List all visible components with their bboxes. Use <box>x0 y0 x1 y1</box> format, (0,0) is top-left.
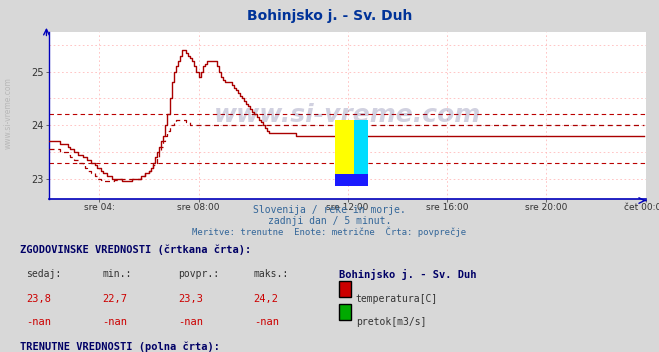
Text: www.si-vreme.com: www.si-vreme.com <box>214 103 481 127</box>
Text: -nan: -nan <box>178 317 203 327</box>
Text: Meritve: trenutne  Enote: metrične  Črta: povprečje: Meritve: trenutne Enote: metrične Črta: … <box>192 227 467 237</box>
Text: Bohinjsko j. - Sv. Duh: Bohinjsko j. - Sv. Duh <box>247 9 412 23</box>
Text: 23,3: 23,3 <box>178 294 203 304</box>
Text: -nan: -nan <box>254 317 279 327</box>
Text: 23,8: 23,8 <box>26 294 51 304</box>
Text: 24,2: 24,2 <box>254 294 279 304</box>
Text: povpr.:: povpr.: <box>178 269 219 279</box>
Text: -nan: -nan <box>26 317 51 327</box>
Text: maks.:: maks.: <box>254 269 289 279</box>
Bar <box>335 174 368 186</box>
Text: sedaj:: sedaj: <box>26 269 61 279</box>
Bar <box>335 120 354 176</box>
Text: TRENUTNE VREDNOSTI (polna črta):: TRENUTNE VREDNOSTI (polna črta): <box>20 341 219 352</box>
Text: temperatura[C]: temperatura[C] <box>356 294 438 304</box>
Text: min.:: min.: <box>102 269 132 279</box>
Text: Slovenija / reke in morje.: Slovenija / reke in morje. <box>253 205 406 215</box>
Text: www.si-vreme.com: www.si-vreme.com <box>3 77 13 149</box>
Text: zadnji dan / 5 minut.: zadnji dan / 5 minut. <box>268 216 391 226</box>
Text: -nan: -nan <box>102 317 127 327</box>
Text: pretok[m3/s]: pretok[m3/s] <box>356 317 426 327</box>
Text: 22,7: 22,7 <box>102 294 127 304</box>
Text: Bohinjsko j. - Sv. Duh: Bohinjsko j. - Sv. Duh <box>339 269 477 280</box>
Bar <box>354 120 368 176</box>
Text: ZGODOVINSKE VREDNOSTI (črtkana črta):: ZGODOVINSKE VREDNOSTI (črtkana črta): <box>20 245 251 255</box>
